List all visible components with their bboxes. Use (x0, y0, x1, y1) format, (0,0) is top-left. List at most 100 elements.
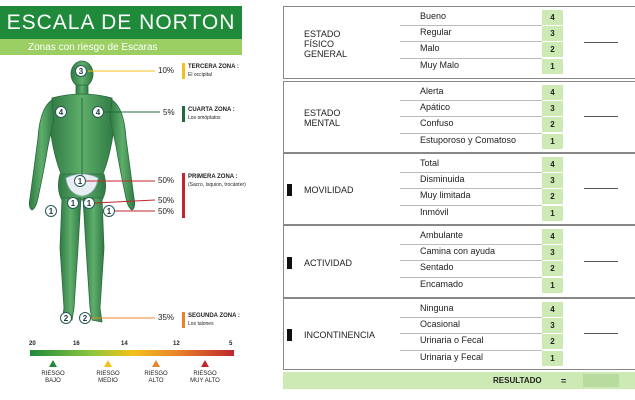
zone-percent-trochanter: 50% (158, 207, 175, 216)
zone-color-bar-third (182, 63, 185, 79)
category-marker (287, 256, 292, 269)
category-score-blank-field[interactable] (584, 116, 618, 117)
option-score: 1 (542, 277, 563, 293)
risk-label-medium: RIESGO MEDIO (96, 371, 120, 384)
zone-marker-trochanter-left: 1 (45, 205, 57, 217)
option-label: Urinaria o Fecal (420, 335, 484, 346)
zone-percent-sacrum: 50% (158, 176, 175, 185)
option-score: 1 (542, 58, 563, 74)
zone-desc-second: Los talones (188, 321, 214, 327)
zone-marker-ischium-left: 1 (67, 197, 79, 209)
risk-label-high: RIESGO ALTO (144, 371, 168, 384)
category-movilidad: MOVILIDAD Total 4 Disminuida 3 Muy limitada 2 I… (283, 153, 635, 225)
category-label: INCONTINENCIA (304, 330, 376, 340)
category-label: ESTADO MENTAL (304, 108, 341, 128)
option-score: 2 (542, 189, 563, 205)
zone-marker-occipital: 3 (75, 65, 87, 77)
category-marker (287, 184, 292, 196)
category-estado-fisico-general: ESTADO FÍSICO GENERAL Bueno 4 Regular 3 Malo 2 Mu… (283, 6, 635, 79)
zone-percent-ischium: 50% (158, 196, 175, 205)
option-score: 2 (542, 261, 563, 277)
zone-color-bar-first (182, 173, 185, 218)
option-score: 4 (542, 10, 563, 25)
option-label: Ninguna (420, 303, 454, 313)
row-divider (400, 172, 542, 174)
zone-desc-third: El occipital (188, 72, 212, 78)
row-divider (400, 188, 542, 190)
category-score-blank-field[interactable] (584, 333, 618, 334)
option-label: Ambulante (420, 230, 464, 240)
option-label: Muy limitada (420, 190, 471, 201)
row-divider (400, 116, 542, 118)
zone-percent-occipital: 10% (158, 66, 175, 75)
option-score: 4 (542, 229, 563, 244)
title-banner: ESCALA DE NORTON (0, 6, 242, 40)
row-divider (400, 25, 542, 27)
row-divider (400, 349, 542, 351)
category-label: ACTIVIDAD (304, 257, 353, 268)
option-score: 1 (542, 350, 563, 366)
risk-low-marker-icon (49, 360, 57, 367)
risk-scale-number: 20 (29, 341, 36, 347)
option-score: 1 (542, 133, 563, 149)
risk-label-very-high: RIESGO MUY ALTO (190, 371, 220, 384)
result-label: RESULTADO (493, 376, 542, 385)
option-label: Disminuida (420, 174, 465, 185)
option-label: Bueno (420, 11, 447, 21)
option-score: 3 (542, 173, 563, 189)
row-divider (400, 132, 542, 134)
row-divider (400, 333, 542, 335)
zone-color-bar-second (182, 312, 185, 328)
left-panel: ESCALA DE NORTON Zonas con riesgo de Esc… (0, 0, 283, 400)
option-label: Ocasional (420, 319, 461, 330)
row-divider (400, 100, 542, 102)
category-marker (287, 329, 292, 341)
option-score: 4 (542, 157, 563, 172)
category-actividad: ACTIVIDAD Ambulante 4 Camina con ayuda 3 Sent… (283, 225, 635, 298)
risk-label-low: RIESGO BAJO (41, 371, 65, 384)
option-label: Encamado (420, 278, 464, 289)
category-score-blank-field[interactable] (584, 41, 618, 43)
page-subtitle: Zonas con riesgo de Escaras (28, 41, 158, 53)
option-label: Muy Malo (420, 59, 460, 70)
category-estado-mental: ESTADO MENTAL Alerta 4 Apático 3 Confuso 2 Estup… (283, 81, 635, 153)
option-label: Estuporoso y Comatoso (420, 134, 517, 145)
zone-title-first: PRIMERA ZONA : (188, 174, 238, 180)
category-score-blank-field[interactable] (584, 260, 618, 262)
row-divider (400, 204, 542, 206)
result-bar: RESULTADO = (283, 372, 635, 389)
row-divider (400, 57, 542, 59)
subtitle-banner: Zonas con riesgo de Escaras (0, 39, 242, 55)
category-score-blank-field[interactable] (584, 188, 618, 189)
option-label: Sentado (420, 262, 454, 273)
zone-color-bar-fourth (182, 106, 185, 122)
option-label: Alerta (420, 86, 444, 96)
zone-connector-lines (86, 70, 160, 319)
option-score: 4 (542, 302, 563, 317)
zone-title-third: TERCERA ZONA : (188, 64, 239, 70)
option-score: 3 (542, 101, 563, 117)
zone-marker-trochanter-right: 1 (103, 205, 115, 217)
zone-desc-fourth: Los omóplatos (188, 115, 221, 121)
risk-gradient-bar (30, 350, 234, 356)
row-divider (400, 276, 542, 278)
zone-marker-sacrum: 1 (74, 175, 86, 187)
result-value-field[interactable] (583, 374, 619, 387)
option-label: Malo (420, 43, 440, 54)
category-label: MOVILIDAD (304, 185, 354, 195)
option-score: 3 (542, 318, 563, 334)
zone-marker-ischium-right: 1 (83, 197, 95, 209)
zone-marker-heel-right: 2 (79, 312, 91, 324)
risk-scale-number: 12 (173, 341, 180, 347)
option-label: Inmóvil (420, 206, 449, 217)
zone-title-second: SEGUNDA ZONA : (188, 313, 240, 319)
risk-scale-number: 16 (73, 341, 80, 347)
zone-marker-shoulder-left: 4 (55, 106, 67, 118)
option-label: Apático (420, 102, 451, 113)
category-label: ESTADO FÍSICO GENERAL (304, 28, 348, 59)
zone-marker-heel-left: 2 (60, 312, 72, 324)
option-label: Camina con ayuda (420, 246, 496, 257)
page-title: ESCALA DE NORTON (6, 11, 236, 34)
risk-high-marker-icon (152, 360, 160, 367)
option-score: 2 (542, 42, 563, 58)
